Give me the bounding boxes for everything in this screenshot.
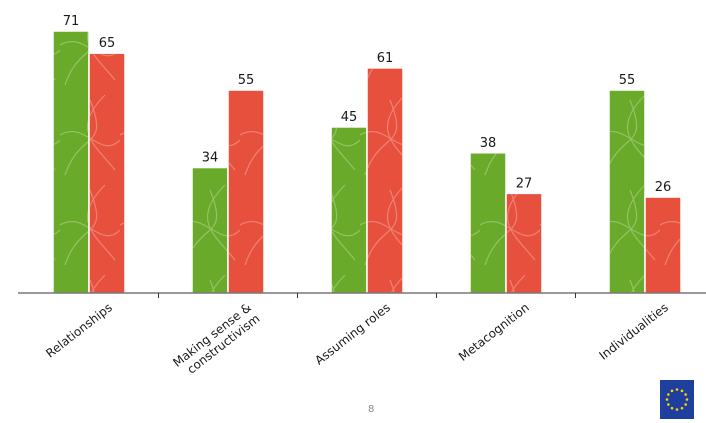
bar-texture	[646, 198, 680, 292]
data-label-series1-cat1: 71	[63, 14, 80, 29]
category-label-line: Assuming roles	[312, 300, 393, 367]
category-label-3: Assuming roles	[312, 300, 393, 367]
data-label-series1-cat2: 34	[202, 151, 219, 166]
bar-texture	[54, 32, 88, 292]
bar-texture	[471, 153, 505, 292]
eu-flag-icon	[660, 380, 694, 419]
page-number: 8	[368, 404, 375, 415]
bars: 71 65 34 55 45 61 38 27 55 26	[52, 14, 682, 294]
category-label-line: Relationships	[43, 300, 115, 360]
category-label-2: Making sense &constructivism	[170, 300, 262, 376]
x-axis-ticks	[158, 293, 576, 298]
bar-texture	[90, 54, 124, 293]
data-label-series2-cat4: 27	[516, 176, 533, 191]
data-label-series2-cat5: 26	[655, 180, 672, 195]
bar-texture	[610, 91, 644, 292]
bar-texture	[193, 168, 227, 292]
bar-texture	[507, 194, 541, 292]
data-label-series2-cat1: 65	[99, 36, 116, 51]
data-label-series1-cat4: 38	[480, 136, 497, 151]
data-label-series2-cat3: 61	[377, 51, 394, 66]
bar-texture	[368, 68, 402, 293]
data-label-series1-cat5: 55	[619, 73, 636, 88]
category-label-line: Individualities	[596, 300, 670, 362]
data-label-series1-cat3: 45	[341, 110, 358, 125]
bar-texture	[229, 91, 263, 292]
category-labels: Relationships Making sense &constructivis…	[43, 300, 671, 376]
category-label-line: Metacognition	[456, 300, 532, 364]
data-label-series2-cat2: 55	[238, 73, 255, 88]
category-label-4: Metacognition	[456, 300, 532, 364]
category-label-1: Relationships	[43, 300, 115, 360]
bar-texture	[332, 127, 366, 292]
category-label-5: Individualities	[596, 300, 670, 362]
